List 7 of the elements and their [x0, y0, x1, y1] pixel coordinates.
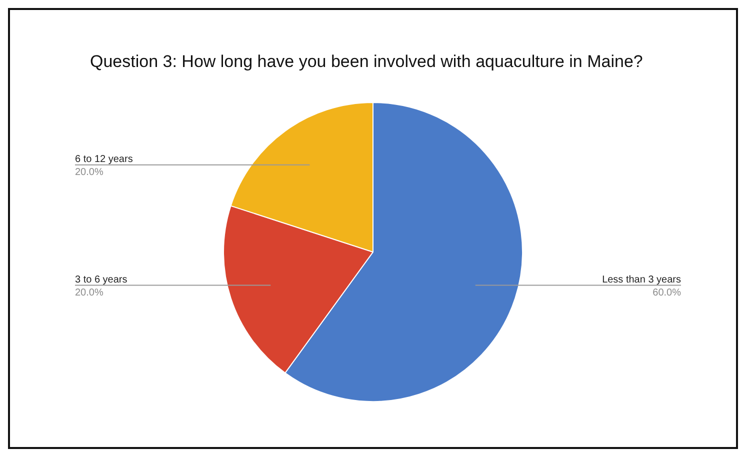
data-label: 60.0%: [652, 287, 682, 298]
slice-label: 6 to 12 years: [75, 154, 133, 165]
slice-label: Less than 3 years: [602, 274, 681, 286]
chart-title: Question 3: How long have you been involved with aquaculture in Maine?: [90, 52, 644, 71]
data-label: 20.0%: [75, 287, 104, 298]
slice-label: 3 to 6 years: [75, 274, 128, 286]
data-label: 20.0%: [75, 166, 104, 178]
